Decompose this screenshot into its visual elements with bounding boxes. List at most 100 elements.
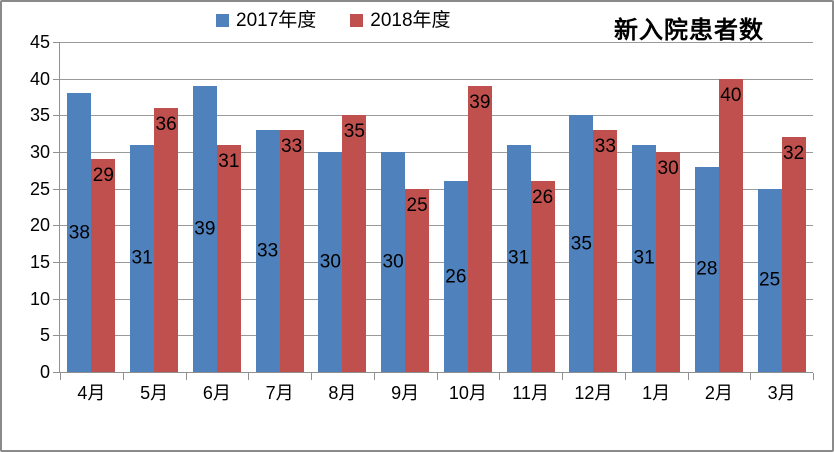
bar-2018年度-9月: 25 — [405, 188, 430, 372]
x-axis-tick — [185, 373, 187, 380]
legend-swatch-2018-icon — [350, 14, 364, 27]
x-tick-label-7月: 7月 — [265, 383, 294, 403]
legend-item-2017: 2017年度 — [216, 11, 316, 30]
x-tick-label-2月: 2月 — [704, 383, 733, 403]
y-tick-label: 30 — [29, 142, 50, 162]
x-axis-tick — [311, 373, 312, 380]
y-axis-tick — [53, 372, 59, 373]
bar-data-label: 35 — [570, 233, 592, 255]
x-tick-label-1月: 1月 — [642, 383, 671, 403]
x-tick-label-10月: 10月 — [448, 383, 487, 403]
bar-2018年度-12月: 33 — [593, 130, 618, 372]
bar-data-label: 29 — [92, 165, 114, 187]
y-axis-tick — [53, 298, 59, 300]
bar-2017年度-2月: 28 — [694, 166, 719, 372]
y-tick-label: 0 — [39, 362, 50, 382]
y-tick-label: 10 — [29, 288, 50, 309]
gridline — [60, 188, 813, 190]
bar-data-label: 33 — [594, 136, 616, 157]
bar-data-label: 39 — [469, 92, 491, 113]
bar-data-label: 33 — [281, 136, 303, 157]
y-axis-tick — [53, 262, 59, 263]
bar-2018年度-10月: 39 — [467, 86, 492, 372]
x-axis-tick — [750, 373, 752, 380]
gridline — [60, 225, 813, 227]
x-axis-tick — [436, 373, 438, 380]
bar-2018年度-6月: 31 — [216, 144, 241, 372]
x-axis-tick — [373, 373, 375, 380]
x-axis-tick — [248, 373, 250, 380]
x-tick-label-9月: 9月 — [391, 383, 420, 403]
x-tick-label-12月: 12月 — [574, 383, 613, 403]
gridline — [60, 335, 813, 337]
y-axis-tick — [53, 78, 59, 80]
bar-2018年度-3月: 32 — [781, 137, 806, 372]
x-tick-label-8月: 8月 — [328, 383, 357, 403]
legend-item-2018: 2018年度 — [350, 10, 451, 31]
x-tick-label-11月: 11月 — [512, 383, 549, 403]
x-axis-tick — [687, 373, 689, 380]
x-axis-tick — [562, 373, 563, 380]
x-tick-label-6月: 6月 — [202, 383, 231, 403]
bar-data-label: 31 — [508, 247, 530, 269]
bar-2017年度-9月: 30 — [381, 152, 406, 372]
bar-2017年度-3月: 25 — [757, 188, 782, 372]
bar-data-label: 36 — [155, 114, 177, 135]
bar-data-label: 35 — [343, 121, 365, 143]
bar-2018年度-11月: 26 — [530, 181, 555, 372]
bar-data-label: 38 — [68, 222, 90, 244]
bar-data-label: 31 — [633, 247, 655, 269]
bar-2018年度-1月: 30 — [656, 152, 681, 372]
bar-data-label: 31 — [218, 150, 240, 172]
bar-data-label: 40 — [720, 84, 742, 106]
bar-data-label: 30 — [657, 158, 679, 179]
bar-2017年度-10月: 26 — [443, 181, 468, 372]
bar-2017年度-12月: 35 — [569, 115, 594, 372]
y-axis-tick — [53, 115, 59, 117]
bar-data-label: 26 — [445, 266, 467, 288]
legend-swatch-2017-icon — [216, 14, 229, 27]
gridline — [60, 262, 813, 263]
gridline — [60, 152, 813, 153]
plot-area: 0 5 10 15 20 25 30 35 40 45 38 29 4月 31 36 5月 39 31 6月 33 33… — [30, 33, 814, 402]
bar-2018年度-5月: 36 — [154, 108, 179, 372]
bar-data-label: 39 — [194, 218, 216, 240]
x-tick-label-4月: 4月 — [77, 383, 106, 403]
y-tick-label: 45 — [29, 32, 50, 52]
gridline — [60, 42, 813, 43]
bar-2018年度-8月: 35 — [342, 115, 367, 372]
x-axis-tick — [122, 373, 124, 380]
gridline — [60, 115, 813, 117]
y-axis-tick — [53, 152, 59, 153]
bar-data-label: 30 — [382, 251, 404, 273]
y-axis-tick — [53, 42, 59, 43]
bar-2017年度-8月: 30 — [318, 152, 343, 372]
bar-2017年度-6月: 39 — [192, 86, 217, 372]
y-tick-label: 25 — [29, 178, 50, 199]
x-tick-label-5月: 5月 — [140, 383, 169, 403]
x-axis-tick — [60, 373, 61, 380]
x-axis-tick — [813, 373, 814, 380]
y-tick-label: 40 — [29, 68, 50, 89]
bar-data-label: 33 — [257, 240, 279, 262]
bar-2018年度-4月: 29 — [91, 159, 116, 372]
x-tick-label-3月: 3月 — [767, 383, 796, 403]
bar-2017年度-4月: 38 — [67, 93, 92, 372]
bar-data-label: 26 — [532, 187, 554, 209]
legend-label-2018: 2018年度 — [370, 10, 451, 31]
bar-2018年度-2月: 40 — [718, 78, 743, 372]
bar-data-label: 32 — [783, 143, 805, 165]
bar-data-label: 31 — [131, 247, 153, 269]
bar-2017年度-11月: 31 — [506, 144, 531, 372]
gridline — [60, 298, 813, 300]
bar-data-label: 28 — [696, 258, 718, 280]
bar-data-label: 25 — [406, 194, 428, 216]
bar-2017年度-5月: 31 — [130, 144, 155, 372]
x-axis-tick — [499, 373, 501, 380]
x-axis-tick — [624, 373, 626, 380]
y-axis-tick — [53, 335, 59, 337]
legend: 2017年度 2018年度 — [216, 11, 451, 30]
gridline — [60, 78, 813, 80]
y-axis-tick — [53, 188, 59, 190]
